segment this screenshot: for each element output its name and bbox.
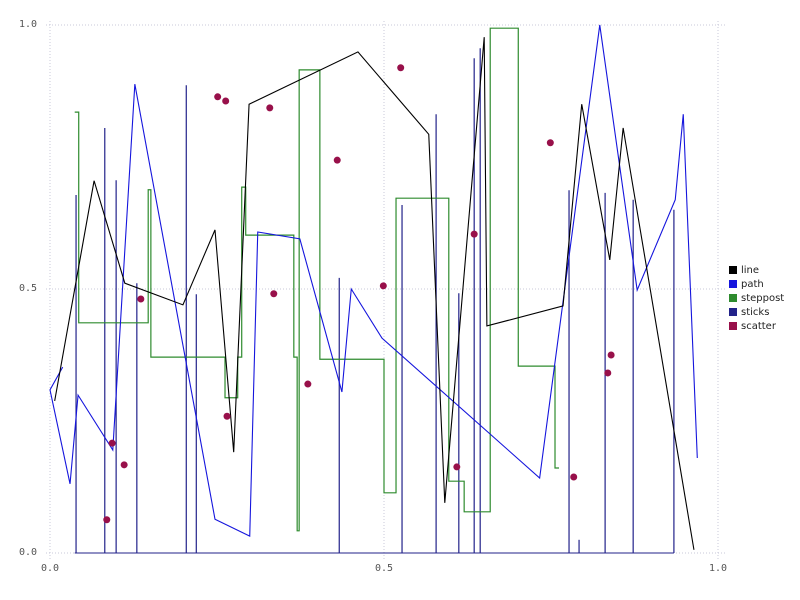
scatter-series [103, 64, 615, 524]
scatter-point [137, 295, 145, 303]
scatter-point [604, 369, 612, 377]
x-tick-label-0.5: 0.5 [374, 563, 394, 574]
scatter-point [304, 380, 312, 388]
legend-item-scatter: scatter [729, 319, 784, 333]
scatter-point [222, 97, 230, 105]
y-tick-label-1.0: 1.0 [18, 19, 37, 30]
legend-item-path: path [729, 277, 784, 291]
scatter-point [270, 290, 278, 298]
line-polyline [54, 37, 695, 550]
scatter-point [470, 230, 478, 238]
y-tick-label-0.5: 0.5 [18, 283, 37, 294]
legend-label-steppost: steppost [741, 292, 785, 304]
scatter-point [223, 412, 231, 420]
legend-item-steppost: steppost [729, 291, 784, 305]
scatter-point [570, 473, 578, 481]
legend-swatch-path [729, 280, 737, 288]
legend-label-sticks: sticks [741, 306, 770, 318]
steppost-series [74, 27, 560, 532]
scatter-point [214, 93, 222, 101]
legend-item-line: line [729, 263, 784, 277]
scatter-point [607, 351, 615, 359]
scatter-point [379, 282, 387, 290]
scatter-point [103, 516, 111, 524]
line-series [54, 37, 695, 550]
path-series [49, 24, 698, 537]
x-tick-label-0.0: 0.0 [40, 563, 60, 574]
sticks-series [74, 48, 675, 554]
y-tick-label-0.0: 0.0 [18, 547, 37, 558]
scatter-point [120, 461, 128, 469]
scatter-point [108, 439, 116, 447]
path-polyline [49, 24, 698, 537]
scatter-point [266, 104, 274, 112]
legend-swatch-sticks [729, 308, 737, 316]
scatter-point [453, 463, 461, 471]
steppost-path [74, 27, 560, 532]
legend-swatch-line [729, 266, 737, 274]
legend-label-path: path [741, 278, 764, 290]
legend-label-scatter: scatter [741, 320, 776, 332]
scatter-point [333, 156, 341, 164]
legend-swatch-scatter [729, 322, 737, 330]
scatter-point [397, 64, 405, 72]
legend-swatch-steppost [729, 294, 737, 302]
scatter-point [546, 139, 554, 147]
x-tick-label-1.0: 1.0 [708, 563, 728, 574]
legend-item-sticks: sticks [729, 305, 784, 319]
legend-label-line: line [741, 264, 760, 276]
legend: line path steppost sticks scatter [729, 263, 784, 333]
